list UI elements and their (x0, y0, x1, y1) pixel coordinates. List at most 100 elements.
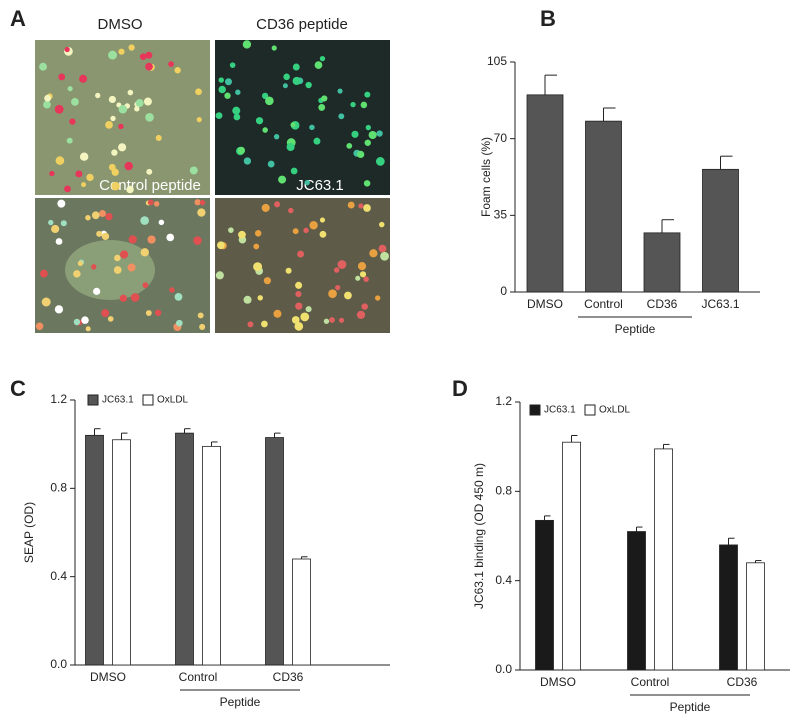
cell (91, 211, 100, 220)
x-tick-label: Control (584, 297, 623, 311)
cell (224, 92, 231, 99)
cell (235, 89, 241, 95)
cell (85, 326, 91, 332)
cell (126, 185, 134, 194)
cell (359, 271, 367, 278)
cell (64, 185, 71, 193)
cell (120, 250, 129, 259)
cell (360, 101, 368, 109)
image-tile (215, 40, 390, 195)
cell (242, 40, 252, 49)
cell (111, 149, 118, 156)
cell (153, 201, 160, 207)
y-tick-label: 70 (494, 131, 508, 145)
bar (719, 544, 738, 671)
cell (233, 113, 241, 121)
error-bar (661, 219, 674, 233)
cell (134, 106, 140, 112)
error-bar (663, 443, 670, 449)
cell (363, 204, 371, 212)
bar (746, 562, 765, 671)
cell (253, 243, 260, 250)
x-tick-label: CD36 (727, 675, 758, 689)
cell (135, 99, 144, 108)
cell (73, 318, 81, 326)
cell (228, 227, 234, 233)
error-bar (301, 556, 308, 559)
y-tick-label: 35 (494, 208, 508, 222)
cell (254, 230, 262, 237)
image-caption: Control peptide (99, 177, 201, 194)
bar (112, 439, 131, 666)
cell (375, 157, 385, 166)
cell (147, 199, 154, 206)
cell (64, 46, 70, 53)
cell (77, 260, 84, 266)
cell (290, 167, 298, 175)
cell (376, 130, 383, 137)
y-axis-label: Foam cells (%) (479, 137, 493, 217)
panel-label: D (452, 376, 468, 401)
cell (319, 55, 326, 62)
cell (105, 121, 113, 129)
cell (378, 244, 387, 253)
cell (108, 95, 116, 104)
cell (58, 73, 66, 81)
legend-label: JC63.1 (102, 395, 134, 406)
cell (218, 85, 226, 94)
cell (292, 76, 301, 86)
bar (265, 437, 284, 666)
cell (337, 88, 343, 94)
cell (309, 124, 315, 131)
cell (292, 63, 300, 71)
bar (562, 441, 581, 671)
cell (361, 303, 368, 310)
cell (364, 139, 371, 146)
cell (365, 124, 371, 131)
x-tick-label: CD36 (273, 670, 304, 684)
bar (702, 168, 739, 293)
cell (347, 201, 355, 209)
cell (344, 291, 352, 300)
error-bar (94, 428, 101, 436)
cell (217, 241, 225, 250)
cell (118, 105, 128, 114)
cell (81, 316, 89, 324)
bar (627, 531, 646, 671)
bar (175, 432, 194, 666)
bar (535, 519, 554, 671)
cell (273, 309, 282, 318)
cell (282, 83, 288, 89)
cell (79, 74, 88, 83)
cell (55, 156, 65, 165)
cell (355, 275, 361, 281)
cell (285, 267, 292, 274)
cell (288, 207, 294, 214)
cell (247, 321, 254, 328)
cell (169, 287, 175, 293)
cell (338, 113, 345, 120)
bar (585, 120, 622, 293)
cell (304, 179, 310, 186)
cell (69, 118, 76, 125)
x-tick-label: JC63.1 (701, 297, 739, 311)
image-tile (35, 40, 210, 195)
cell (271, 45, 277, 51)
cell (111, 181, 120, 191)
cell (309, 221, 318, 230)
cell (363, 180, 371, 187)
cell (238, 230, 246, 239)
cell (323, 318, 330, 324)
cell (215, 112, 223, 120)
bar (526, 94, 564, 293)
cell (263, 277, 271, 285)
cell (295, 281, 303, 289)
cell (158, 219, 165, 226)
cell (118, 123, 124, 130)
y-tick-label: 0.0 (495, 662, 512, 676)
cell (93, 287, 101, 295)
cell (292, 228, 299, 235)
error-bar (274, 432, 281, 438)
cell (350, 101, 356, 108)
cell (118, 48, 125, 55)
